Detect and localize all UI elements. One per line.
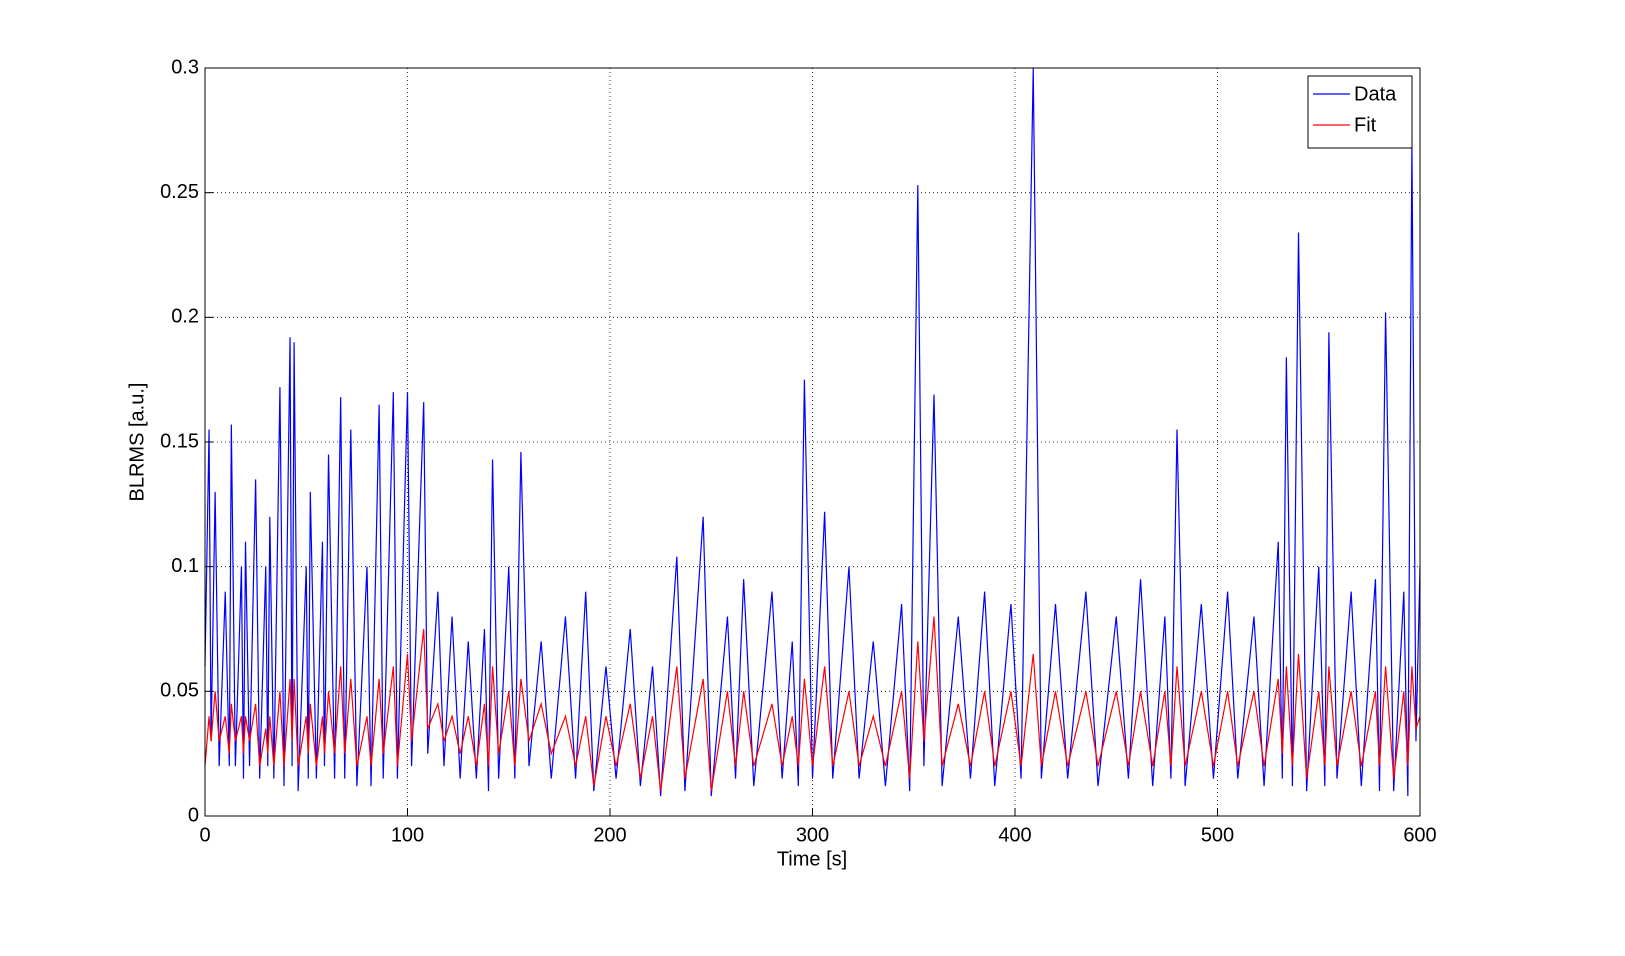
data-line <box>204 67 1421 797</box>
y-tick-label: 0.3 <box>171 56 199 78</box>
x-axis-label: Time [s] <box>777 848 847 870</box>
legend-box <box>1307 75 1413 149</box>
data-line <box>204 616 1421 792</box>
x-tick-label: 100 <box>391 824 424 846</box>
y-tick-label: 0.05 <box>160 680 199 702</box>
x-tick-label: 500 <box>1201 824 1234 846</box>
x-tick-label: 200 <box>593 824 626 846</box>
x-tick-label: 300 <box>796 824 829 846</box>
y-tick-label: 0.1 <box>171 555 199 577</box>
x-tick-label: 0 <box>199 824 210 846</box>
y-tick-label: 0 <box>188 804 199 826</box>
y-tick-label: 0.25 <box>160 181 199 203</box>
legend-label: Fit <box>1354 114 1377 136</box>
y-tick-label: 0.2 <box>171 306 199 328</box>
x-tick-label: 400 <box>998 824 1031 846</box>
y-tick-label: 0.15 <box>160 430 199 452</box>
legend-label: Data <box>1354 83 1397 105</box>
y-axis-label: BLRMS [a.u.] <box>126 383 148 502</box>
x-tick-label: 600 <box>1403 824 1436 846</box>
